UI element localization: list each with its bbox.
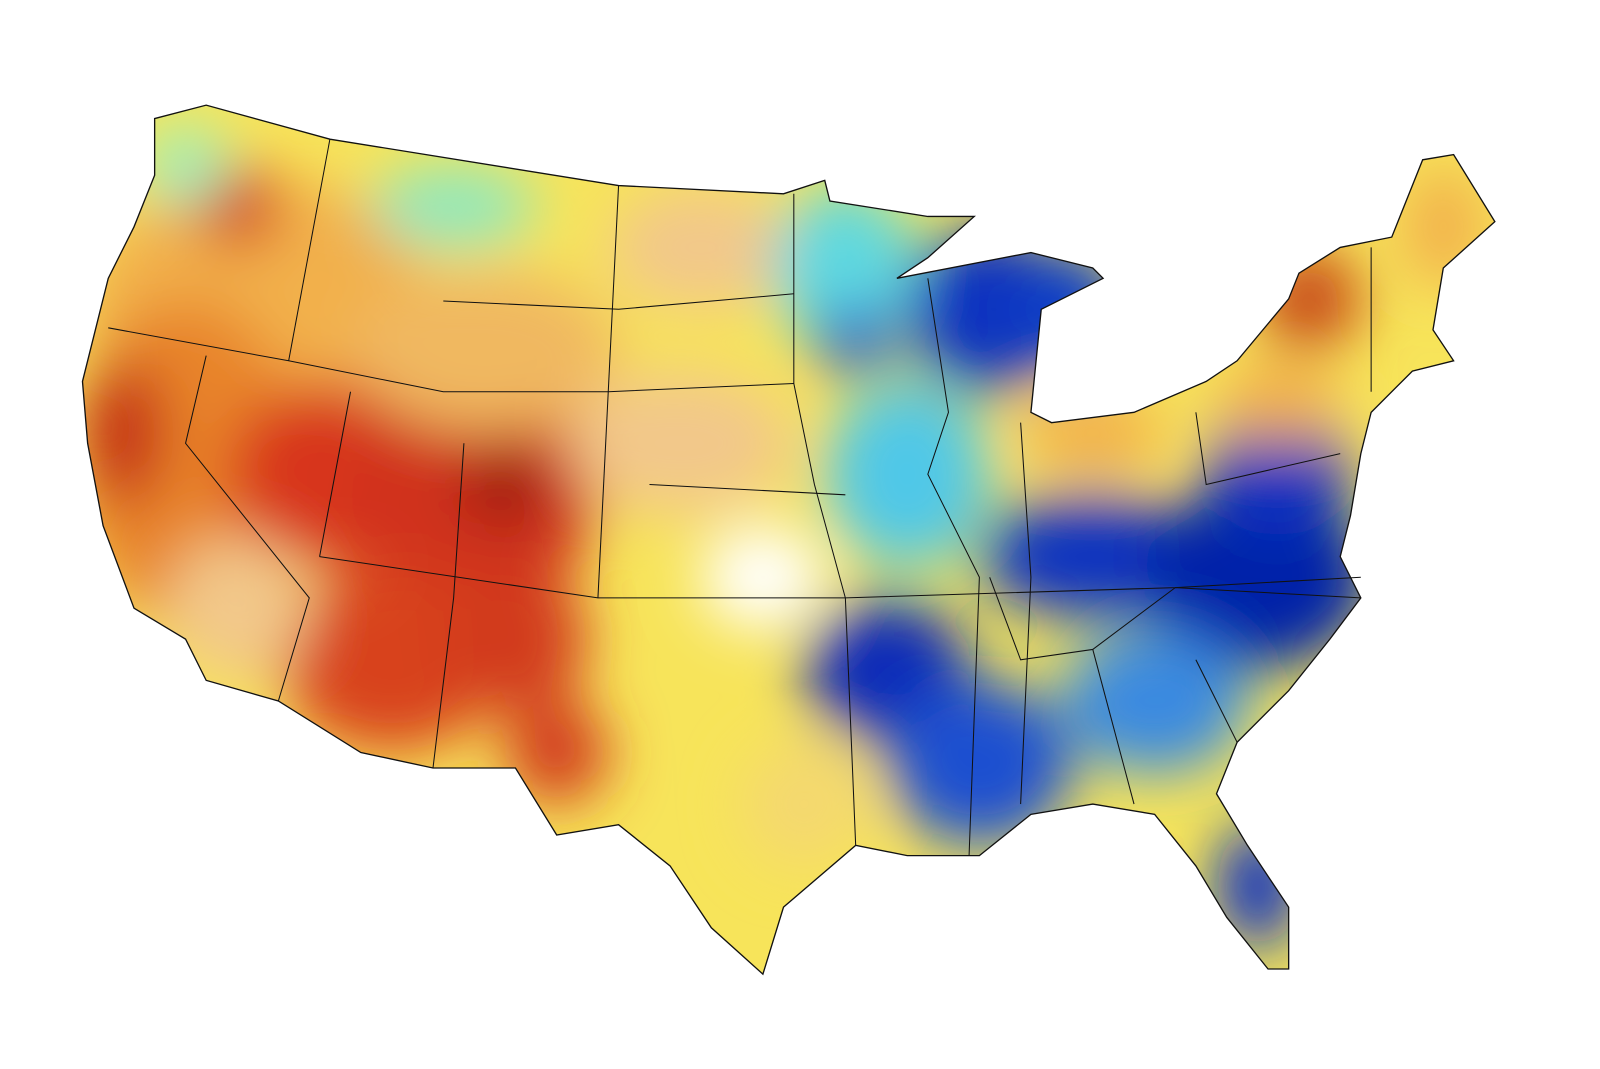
state-borders — [108, 139, 1372, 856]
color-blobs — [82, 123, 1485, 949]
